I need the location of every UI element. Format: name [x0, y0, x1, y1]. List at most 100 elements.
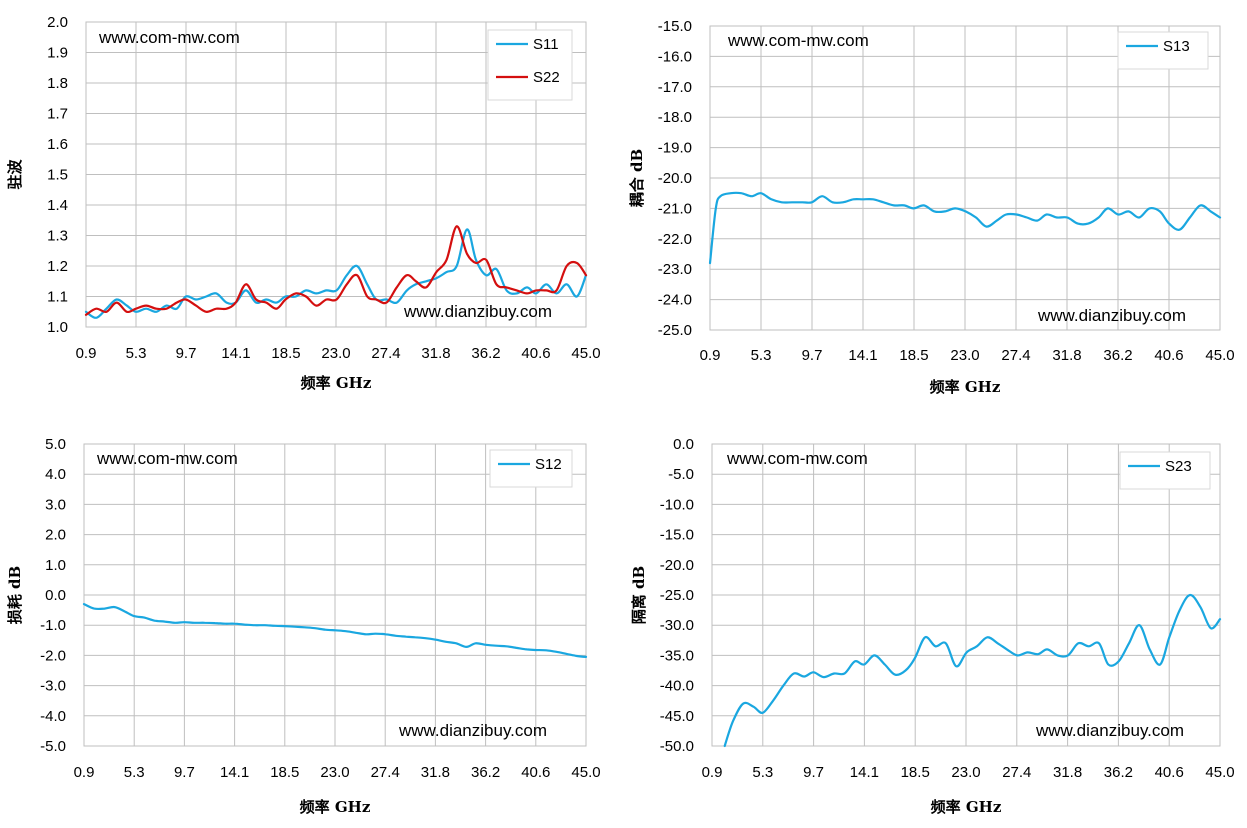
x-tick-label: 31.8 — [421, 764, 450, 781]
y-axis-title: 隔离 dB — [630, 566, 648, 624]
x-tick-label: 9.7 — [802, 347, 823, 364]
y-tick-label: -18.0 — [658, 109, 692, 126]
x-axis-title: 频率 GHz — [301, 374, 372, 392]
y-axis-title: 驻波 — [6, 159, 24, 190]
y-tick-label: -19.0 — [658, 140, 692, 157]
chart-insertion-loss: 0.9 5.3 9.7 14.1 18.5 23.0 27.4 31.8 36.2 40.6 45.… — [6, 436, 601, 816]
x-tick-label: 40.6 — [1154, 347, 1183, 364]
x-tick-label: 0.9 — [702, 764, 723, 781]
y-tick-label: 2.0 — [47, 14, 68, 31]
legend-label-s22: S22 — [533, 69, 560, 86]
y-tick-label: 1.7 — [47, 106, 68, 123]
watermark-bottom: www.dianzibuy.com — [1035, 721, 1184, 740]
x-tick-label: 40.6 — [1155, 764, 1184, 781]
y-tick-label: -10.0 — [660, 496, 694, 513]
watermark-top: www.com-mw.com — [727, 31, 869, 50]
x-tick-label: 23.0 — [320, 764, 349, 781]
x-tick-label: 23.0 — [321, 345, 350, 362]
x-tick-label: 27.4 — [1002, 764, 1031, 781]
x-tick-label: 27.4 — [371, 345, 400, 362]
x-tick-label: 14.1 — [850, 764, 879, 781]
y-tick-label: -30.0 — [660, 617, 694, 634]
y-tick-label: -50.0 — [660, 738, 694, 755]
x-tick-label: 31.8 — [1052, 347, 1081, 364]
x-tick-label: 18.5 — [270, 764, 299, 781]
y-tick-label: 1.8 — [47, 75, 68, 92]
y-tick-label: 1.0 — [45, 557, 66, 574]
y-tick-label: -1.0 — [40, 617, 66, 634]
legend-box — [1117, 31, 1209, 70]
y-tick-label: -15.0 — [658, 18, 692, 35]
series-line-s13 — [708, 191, 1222, 265]
x-tick-label: 9.7 — [803, 764, 824, 781]
x-tick-label: 45.0 — [1205, 764, 1234, 781]
x-tick-label: 23.0 — [950, 347, 979, 364]
y-tick-label: 1.2 — [47, 258, 68, 275]
y-axis-title: 耦合 dB — [628, 149, 646, 207]
plot-area-frame — [711, 443, 1221, 747]
x-tick-label: 31.8 — [1053, 764, 1082, 781]
x-tick-label: 27.4 — [1001, 347, 1030, 364]
series-line-s12 — [82, 603, 588, 658]
y-tick-label: 2.0 — [45, 527, 66, 544]
legend-box — [487, 29, 573, 101]
y-tick-label: -25.0 — [658, 322, 692, 339]
x-tick-label: 5.3 — [751, 347, 772, 364]
y-tick-label: 4.0 — [45, 466, 66, 483]
x-axis-title: 频率 GHz — [931, 798, 1002, 816]
y-tick-label: -15.0 — [660, 527, 694, 544]
chart-vswr: 0.9 5.3 9.7 14.1 18.5 23.0 27.4 31.8 36.2 40.6 45.… — [6, 14, 601, 392]
x-axis-title: 频率 GHz — [930, 378, 1001, 396]
y-tick-label: 1.5 — [47, 167, 68, 184]
x-tick-label: 18.5 — [899, 347, 928, 364]
x-tick-label: 18.5 — [271, 345, 300, 362]
plot-area-frame — [85, 21, 587, 328]
x-tick-label: 0.9 — [700, 347, 721, 364]
y-tick-label: 1.1 — [47, 289, 68, 306]
y-tick-label: -25.0 — [660, 587, 694, 604]
watermark-top: www.com-mw.com — [96, 449, 238, 468]
y-tick-label: -4.0 — [40, 708, 66, 725]
legend-box — [489, 449, 573, 488]
y-tick-label: -23.0 — [658, 261, 692, 278]
y-tick-label: 5.0 — [45, 436, 66, 453]
watermark-top: www.com-mw.com — [98, 28, 240, 47]
legend-label-s13: S13 — [1163, 38, 1190, 55]
x-tick-label: 36.2 — [471, 345, 500, 362]
y-tick-label: -22.0 — [658, 231, 692, 248]
watermark-bottom: www.dianzibuy.com — [1037, 306, 1186, 325]
y-tick-label: 1.0 — [47, 319, 68, 336]
y-tick-label: -40.0 — [660, 678, 694, 695]
chart-isolation: 0.9 5.3 9.7 14.1 18.5 23.0 27.4 31.8 36.2 40.6 45.… — [630, 436, 1235, 816]
y-tick-label: 0.0 — [673, 436, 694, 453]
y-tick-label: -5.0 — [40, 738, 66, 755]
x-tick-label: 31.8 — [421, 345, 450, 362]
x-tick-label: 36.2 — [1104, 764, 1133, 781]
y-tick-label: -35.0 — [660, 647, 694, 664]
x-tick-label: 27.4 — [371, 764, 400, 781]
watermark-top: www.com-mw.com — [726, 449, 868, 468]
legend-label-s12: S12 — [535, 456, 562, 473]
y-tick-label: -2.0 — [40, 647, 66, 664]
x-tick-label: 9.7 — [174, 764, 195, 781]
y-tick-label: 1.6 — [47, 136, 68, 153]
y-tick-label: -21.0 — [658, 200, 692, 217]
plot-area-frame — [709, 25, 1221, 331]
x-tick-label: 14.1 — [848, 347, 877, 364]
x-axis-title: 频率 GHz — [300, 798, 371, 816]
y-tick-label: -20.0 — [660, 557, 694, 574]
x-tick-label: 5.3 — [752, 764, 773, 781]
x-tick-label: 18.5 — [901, 764, 930, 781]
x-tick-label: 5.3 — [126, 345, 147, 362]
y-axis-title: 损耗 dB — [6, 566, 24, 624]
x-tick-label: 5.3 — [124, 764, 145, 781]
series-line-s23 — [723, 593, 1222, 748]
y-tick-label: -24.0 — [658, 292, 692, 309]
x-tick-label: 45.0 — [571, 345, 600, 362]
y-tick-label: 3.0 — [45, 496, 66, 513]
y-tick-label: 1.3 — [47, 228, 68, 245]
x-tick-label: 40.6 — [521, 764, 550, 781]
x-tick-label: 9.7 — [176, 345, 197, 362]
y-tick-label: -45.0 — [660, 708, 694, 725]
